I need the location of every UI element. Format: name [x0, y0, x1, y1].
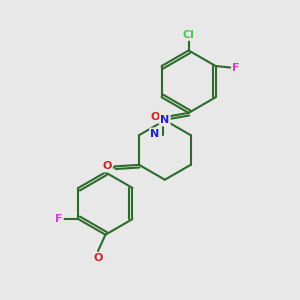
Text: O: O — [150, 112, 160, 122]
Text: F: F — [232, 62, 240, 73]
Text: Cl: Cl — [183, 30, 195, 40]
Text: O: O — [102, 161, 112, 171]
Text: N: N — [160, 115, 170, 125]
Text: O: O — [93, 254, 103, 263]
Text: N: N — [150, 129, 160, 139]
Text: F: F — [55, 214, 62, 224]
